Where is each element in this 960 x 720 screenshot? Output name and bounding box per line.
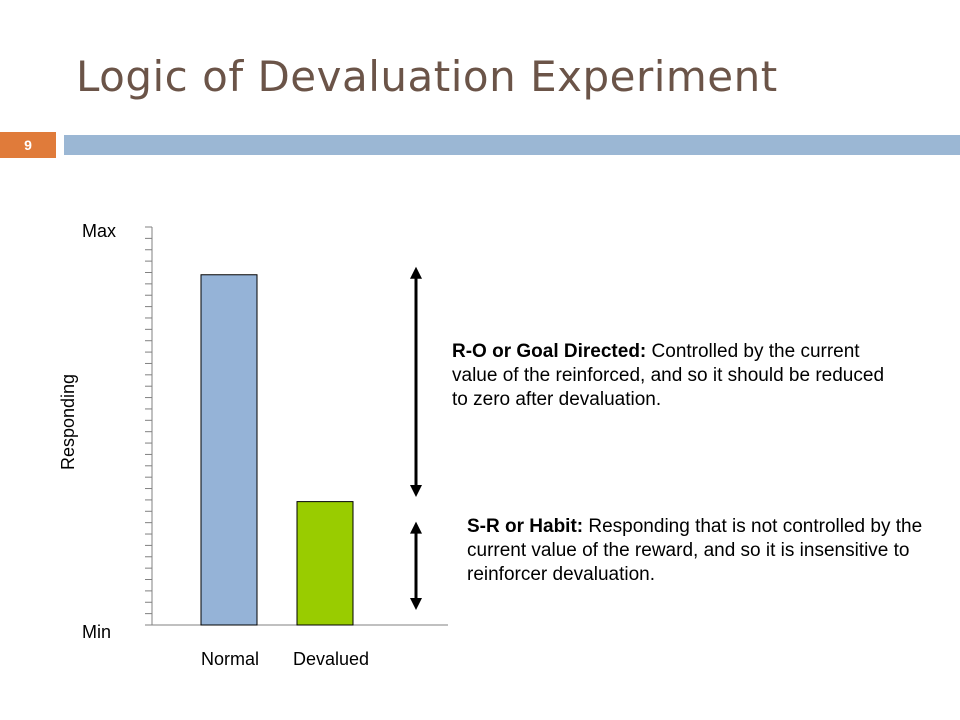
x-tick-label-devalued: Devalued: [293, 649, 369, 669]
slide-number-badge: 9: [0, 132, 56, 158]
y-tick-label-max: Max: [82, 221, 116, 241]
chart-arrows: [410, 266, 422, 610]
habit-body: Responding that is not controlled by the…: [467, 516, 923, 585]
habit-arrow-head-down: [410, 598, 422, 610]
habit-arrow-head-up: [410, 521, 422, 534]
header-bar: [64, 135, 960, 155]
y-tick-label-min: Min: [82, 622, 111, 642]
chart-axes: [145, 226, 448, 626]
goal-directed-heading: R-O or Goal Directed:: [452, 341, 647, 362]
bar-devalued: [296, 501, 354, 626]
habit-heading: S-R or Habit:: [467, 516, 584, 537]
x-tick-label-normal: Normal: [201, 649, 259, 669]
habit-annotation: S-R or Habit: Responding that is not con…: [467, 515, 937, 587]
slide-title: Logic of Devaluation Experiment: [76, 52, 778, 101]
chart-bars: Normal Devalued: [200, 274, 369, 669]
goal-directed-body: Controlled by the current value of the r…: [452, 341, 885, 410]
goal-directed-arrow-head-up: [410, 266, 422, 279]
y-axis-label: Responding: [58, 374, 78, 470]
bar-normal: [200, 274, 258, 626]
goal-directed-annotation: R-O or Goal Directed: Controlled by the …: [452, 340, 892, 412]
goal-directed-arrow-head-down: [410, 485, 422, 497]
